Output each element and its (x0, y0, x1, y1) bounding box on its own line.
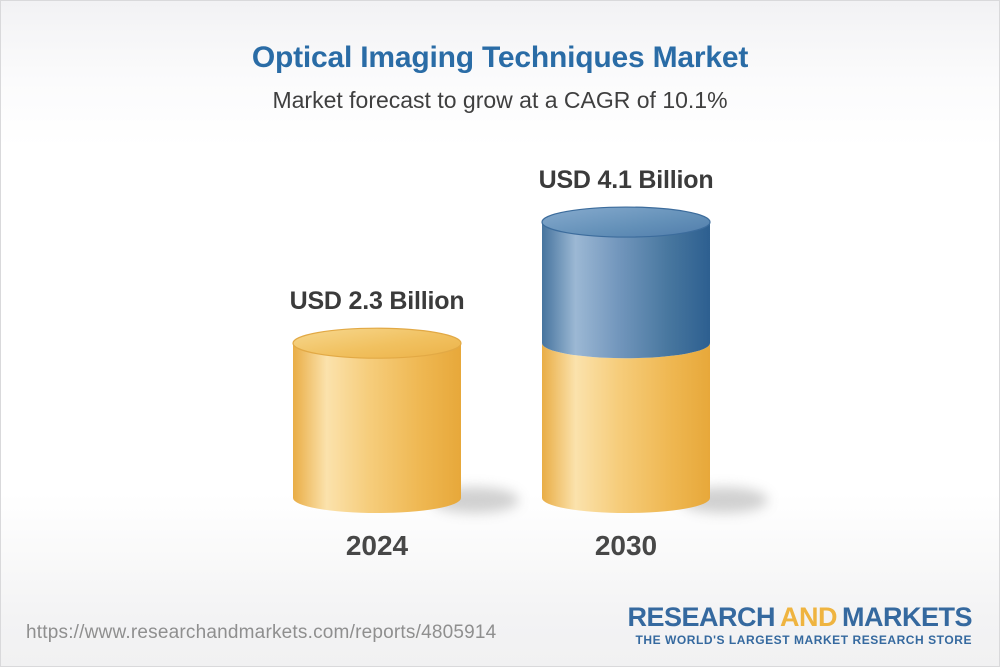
report-url: https://www.researchandmarkets.com/repor… (26, 622, 497, 643)
page-subtitle: Market forecast to grow at a CAGR of 10.… (272, 87, 728, 113)
bar-year-label-0: 2024 (345, 530, 409, 561)
bar-segment-gold (542, 343, 710, 513)
logo-wordmark: RESEARCH AND MARKETS (627, 603, 972, 631)
bar-value-label-0: USD 2.3 Billion (289, 287, 465, 316)
bar-year-label-1: 2030 (594, 530, 658, 561)
bar-segment-gold (293, 343, 461, 513)
bar-top-ellipse (292, 327, 462, 359)
bar-value-label-1: USD 4.1 Billion (538, 166, 714, 195)
logo-word-and: AND (780, 602, 838, 632)
bar-segment-blue (542, 222, 710, 359)
bar-top-ellipse (541, 206, 711, 238)
research-and-markets-logo: RESEARCH AND MARKETS THE WORLD'S LARGEST M… (627, 603, 972, 647)
logo-word-markets: MARKETS (842, 602, 973, 632)
logo-word-research: RESEARCH (627, 602, 775, 632)
page-title: Optical Imaging Techniques Market (251, 41, 749, 74)
logo-tagline: THE WORLD'S LARGEST MARKET RESEARCH STOR… (635, 633, 972, 647)
